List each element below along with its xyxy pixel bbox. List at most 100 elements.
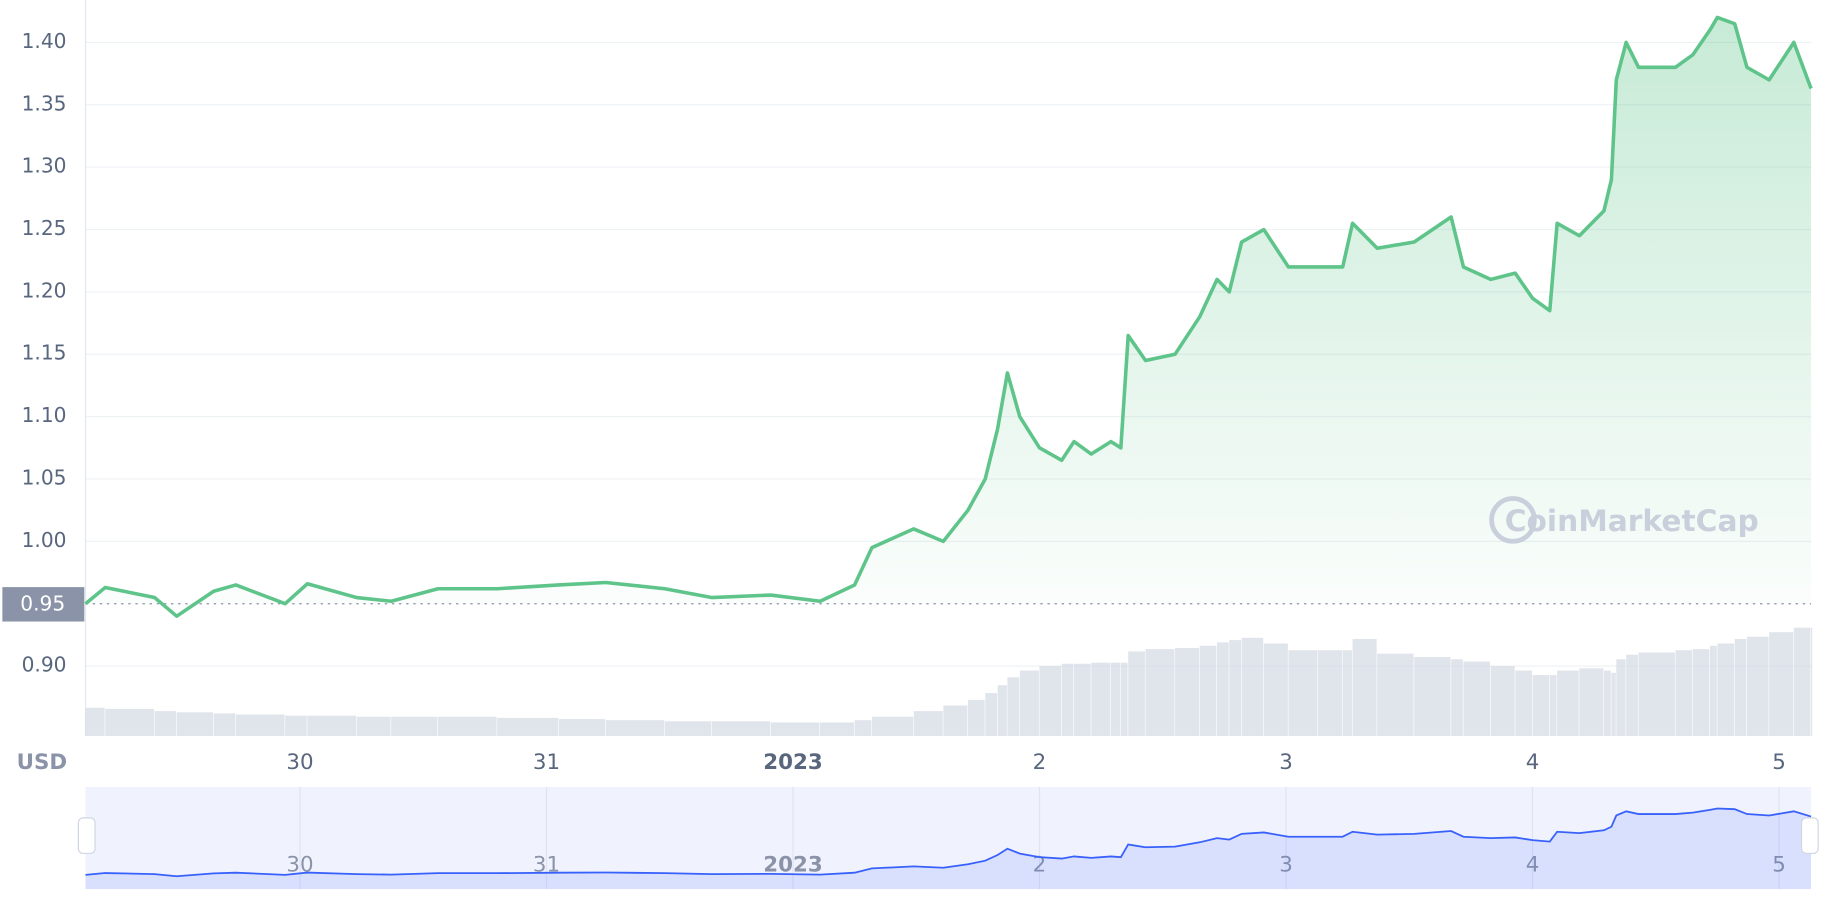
volume-bar bbox=[1734, 638, 1747, 736]
price-line bbox=[84, 15, 1813, 618]
volume-bar bbox=[391, 716, 438, 736]
volume-bar bbox=[913, 711, 943, 736]
volume-bar bbox=[1793, 627, 1811, 736]
volume-bar bbox=[1626, 654, 1638, 736]
volume-bar bbox=[356, 716, 391, 736]
navigator-handle[interactable] bbox=[77, 817, 96, 855]
volume-bar bbox=[943, 705, 968, 736]
volume-bar bbox=[438, 716, 497, 736]
watermark-logo bbox=[1489, 496, 1537, 544]
volume-bar bbox=[1675, 650, 1693, 736]
volume-bar bbox=[1692, 649, 1710, 736]
volume-bar bbox=[1638, 652, 1675, 736]
volume-bar bbox=[1515, 670, 1532, 736]
price-marker-label: 0.95 bbox=[20, 591, 65, 615]
volume-bar bbox=[1352, 638, 1377, 736]
volume-bar bbox=[1019, 670, 1039, 736]
y-tick-label: 1.05 bbox=[22, 465, 67, 489]
volume-bar bbox=[1175, 647, 1200, 736]
volume-bar bbox=[1557, 670, 1579, 736]
y-tick-label: 1.00 bbox=[22, 528, 67, 552]
volume-bar bbox=[985, 693, 997, 736]
volume-bar bbox=[85, 707, 105, 736]
navigator-tick-label: 5 bbox=[1772, 852, 1786, 877]
volume-bar bbox=[1717, 643, 1735, 736]
price-marker-box bbox=[2, 587, 85, 622]
volume-bar bbox=[968, 699, 985, 736]
x-tick-label: 3 bbox=[1279, 750, 1293, 775]
volume-bar bbox=[1241, 637, 1264, 736]
volume-bar bbox=[105, 708, 154, 736]
volume-bar bbox=[307, 715, 357, 736]
currency-label: USD bbox=[17, 750, 67, 775]
volume-bar bbox=[1463, 661, 1491, 736]
volume-bar bbox=[213, 713, 236, 736]
y-tick-label: 1.30 bbox=[22, 154, 67, 178]
volume-bar bbox=[1579, 668, 1604, 736]
volume-bar bbox=[1216, 642, 1229, 736]
volume-bar bbox=[1074, 663, 1091, 736]
grid: 0.90 1.00 1.05 1.10 1.15 1.20 1.25 1.30 1.35 1.40… bbox=[22, 0, 1812, 775]
volume-bar bbox=[1229, 640, 1242, 736]
volume-bar bbox=[1110, 662, 1121, 736]
volume-bar bbox=[1091, 662, 1111, 736]
volume-bar bbox=[1611, 672, 1616, 736]
volume-bar bbox=[176, 712, 214, 736]
volume-bar bbox=[854, 720, 872, 736]
volume-bar bbox=[1145, 649, 1175, 736]
x-tick-label: 2023 bbox=[763, 750, 822, 775]
x-tick-label: 30 bbox=[286, 750, 313, 775]
volume-bar bbox=[1288, 650, 1318, 736]
y-tick-label: 1.25 bbox=[22, 216, 67, 240]
volume-bar bbox=[154, 711, 177, 736]
volume-bar bbox=[1616, 659, 1626, 736]
volume-bar bbox=[1451, 659, 1463, 736]
navigator-tick-label: 2 bbox=[1033, 852, 1047, 877]
volume-bar bbox=[1199, 645, 1217, 736]
volume-bar bbox=[1318, 650, 1343, 736]
y-tick-label: 0.90 bbox=[22, 653, 67, 677]
watermark: CoinMarketCap bbox=[1505, 503, 1759, 538]
volume-bar bbox=[1811, 627, 1813, 736]
volume-bar bbox=[1746, 636, 1769, 736]
volume-bar bbox=[235, 714, 285, 736]
y-tick-label: 1.15 bbox=[22, 341, 67, 365]
volume-bar bbox=[1128, 651, 1145, 736]
volume-bar bbox=[1263, 643, 1288, 736]
volume-bar bbox=[871, 716, 914, 736]
volume-bar bbox=[1061, 663, 1074, 736]
navigator-tick-label: 3 bbox=[1279, 852, 1293, 877]
volume-bar bbox=[1709, 645, 1717, 736]
navigator-line bbox=[85, 807, 1812, 878]
volume-bar bbox=[1039, 666, 1062, 736]
price: 0.95 bbox=[2, 15, 1813, 622]
volume-bar bbox=[558, 719, 606, 736]
navigator-area bbox=[85, 808, 1812, 890]
volume-bar bbox=[1377, 653, 1414, 736]
volume-bar bbox=[285, 715, 307, 736]
x-tick-label: 2 bbox=[1033, 750, 1047, 775]
volume-bar bbox=[1549, 675, 1557, 736]
y-tick-label: 1.40 bbox=[22, 29, 67, 53]
volume-bar bbox=[770, 722, 820, 736]
volume-bar bbox=[820, 722, 855, 736]
x-tick-label: 4 bbox=[1526, 750, 1540, 775]
volume-bar bbox=[1603, 670, 1611, 736]
navigator: 30 31 2023 2 3 4 5 bbox=[85, 786, 1812, 890]
volume-bar bbox=[1414, 657, 1451, 736]
x-tick-label: 5 bbox=[1772, 750, 1786, 775]
volume-bar bbox=[1342, 650, 1352, 736]
volume-bar bbox=[1007, 677, 1020, 736]
volume-bar bbox=[497, 717, 559, 736]
navigator-tick-label: 4 bbox=[1526, 852, 1540, 877]
navigator-handle[interactable] bbox=[1800, 817, 1819, 855]
y-tick-label: 1.35 bbox=[22, 91, 67, 115]
volume-bar bbox=[711, 721, 771, 736]
y-tick-label: 1.10 bbox=[22, 403, 67, 427]
volume-bar bbox=[997, 685, 1007, 736]
volume-bar bbox=[1532, 675, 1550, 736]
volume-bar bbox=[1120, 662, 1128, 736]
x-tick-label: 31 bbox=[533, 750, 560, 775]
volume bbox=[85, 627, 1813, 736]
